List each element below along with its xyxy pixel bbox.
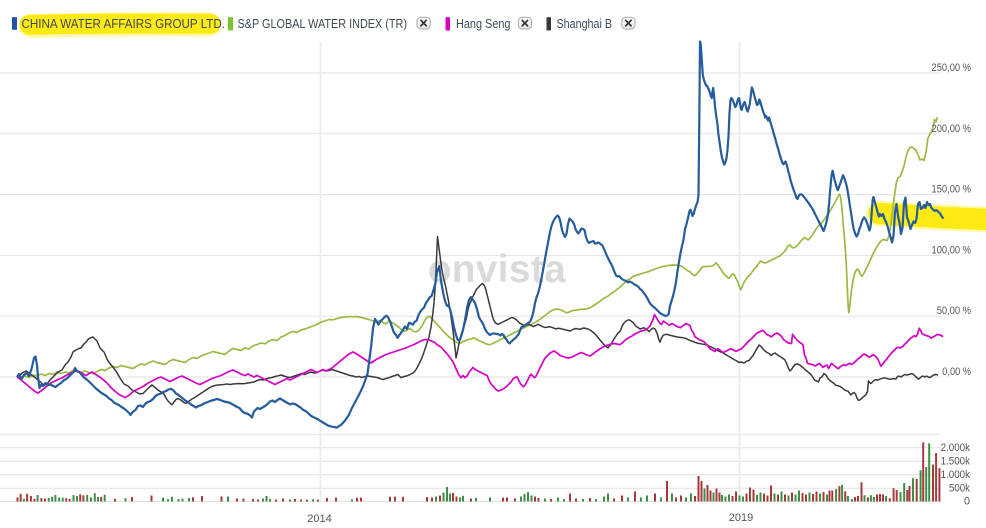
svg-text:0: 0 (964, 496, 970, 508)
svg-text:CHINA WATER AFFAIRS GROUP LTD.: CHINA WATER AFFAIRS GROUP LTD. (22, 16, 226, 31)
svg-text:500k: 500k (949, 482, 971, 494)
svg-text:1.500k: 1.500k (941, 455, 971, 467)
svg-text:50,00 %: 50,00 % (937, 305, 972, 317)
svg-text:1.000k: 1.000k (941, 469, 971, 481)
svg-text:Hang Seng: Hang Seng (456, 16, 511, 31)
svg-text:100,00 %: 100,00 % (932, 244, 972, 256)
svg-text:Shanghai B: Shanghai B (557, 16, 613, 31)
svg-text:250,00 %: 250,00 % (932, 62, 972, 74)
svg-text:2014: 2014 (307, 513, 331, 525)
svg-text:2019: 2019 (729, 512, 753, 524)
svg-text:S&P GLOBAL WATER INDEX (TR): S&P GLOBAL WATER INDEX (TR) (238, 16, 408, 31)
svg-text:150,00 %: 150,00 % (932, 184, 972, 196)
svg-text:200,00 %: 200,00 % (932, 123, 972, 135)
svg-text:2.000k: 2.000k (941, 442, 971, 454)
svg-text:0,00 %: 0,00 % (942, 366, 971, 378)
